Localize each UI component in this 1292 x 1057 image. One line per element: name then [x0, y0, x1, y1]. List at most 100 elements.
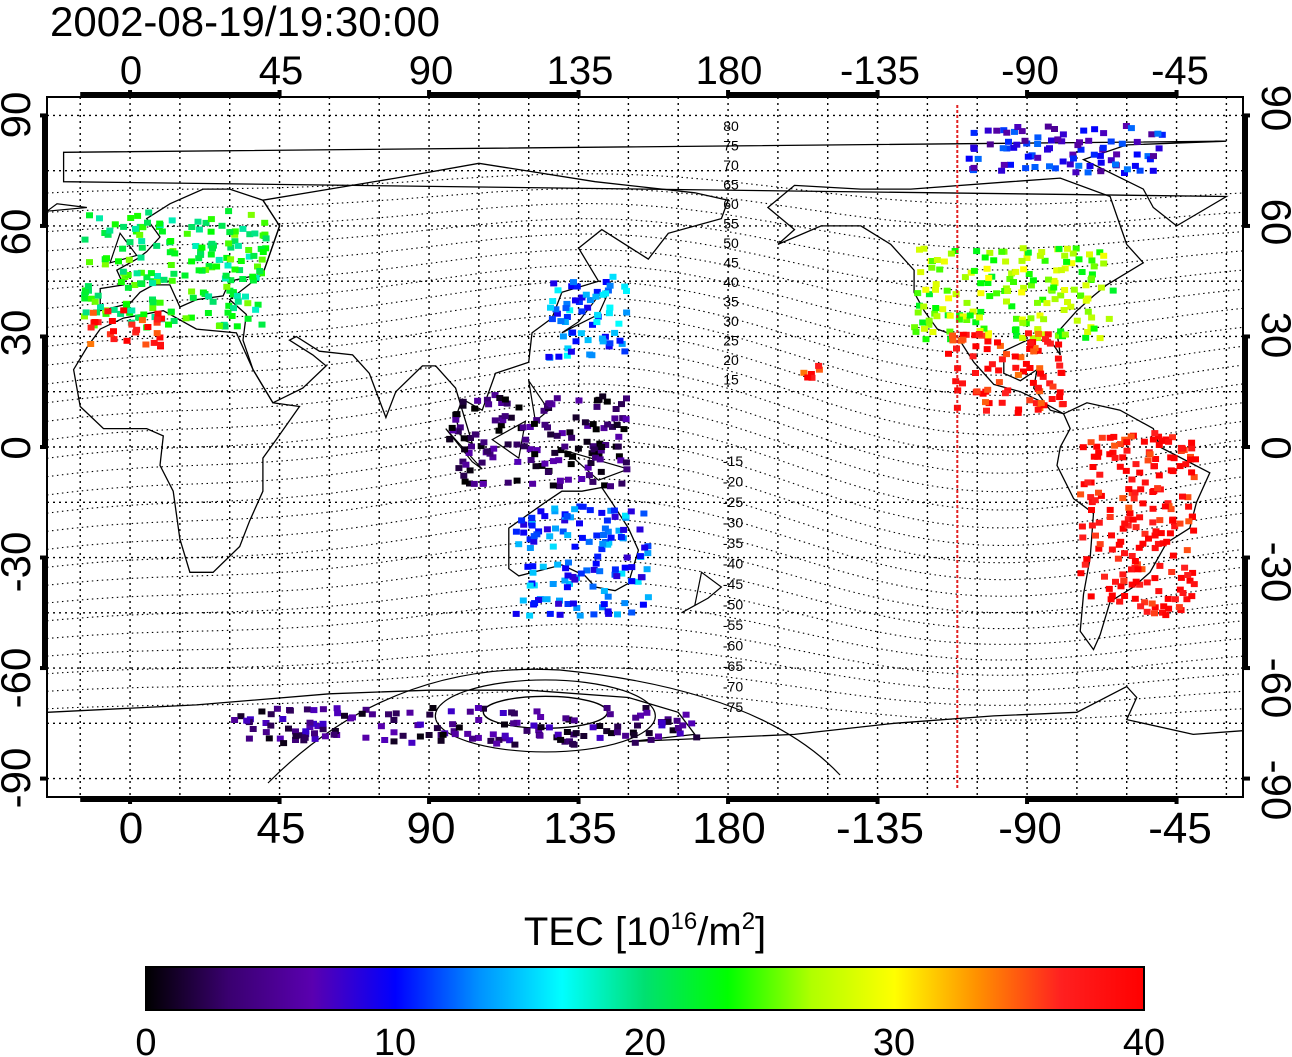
frame-tick-bars: [40, 90, 1250, 804]
tec-cell: [1107, 138, 1115, 145]
tec-cell: [306, 724, 314, 730]
tec-cell: [568, 283, 576, 290]
frame-tick: [1243, 776, 1250, 781]
tec-cell: [995, 367, 1003, 374]
tec-cell: [145, 209, 153, 216]
tec-cell: [1055, 341, 1063, 348]
tec-cell: [1024, 153, 1032, 160]
tec-cell: [1097, 159, 1105, 166]
tec-cell: [224, 262, 232, 269]
tec-cell: [1185, 518, 1193, 525]
tec-cell: [528, 522, 536, 529]
tec-cell: [1118, 140, 1126, 147]
tec-cell: [390, 717, 398, 723]
tec-cell: [945, 295, 953, 302]
tec-cell: [153, 319, 161, 326]
tec-cell: [244, 300, 252, 307]
tec-cell: [134, 212, 142, 219]
tec-cell: [204, 310, 212, 316]
tec-cell: [480, 705, 487, 712]
tec-cell: [611, 566, 619, 573]
tec-cell: [541, 421, 549, 428]
contour-label: -30: [723, 515, 743, 531]
tec-cell: [946, 312, 954, 319]
tec-cell: [1139, 500, 1147, 507]
tec-cell: [531, 451, 539, 458]
x-bottom-tick-label: -90: [998, 804, 1062, 853]
map-background: [47, 97, 1243, 797]
tec-cell: [501, 413, 509, 420]
tec-cell: [223, 283, 231, 290]
tec-cell: [231, 228, 239, 235]
tec-cell: [233, 293, 241, 299]
tec-cell: [520, 529, 528, 536]
tec-cell: [643, 566, 651, 573]
tec-cell: [1088, 314, 1096, 321]
tec-cell: [128, 321, 136, 328]
tec-cell: [149, 305, 157, 312]
tec-cell: [257, 245, 265, 252]
tec-cell: [1108, 546, 1116, 553]
tec-cell: [1110, 433, 1118, 440]
y-right-tick-label: -30: [1253, 542, 1292, 603]
y-left-tick-label: -30: [0, 532, 39, 593]
tec-cell: [1051, 296, 1059, 303]
contour-label: -50: [723, 597, 743, 613]
tec-cell: [940, 258, 948, 265]
tec-cell: [602, 442, 610, 448]
tec-cell: [466, 467, 474, 474]
tec-cell: [592, 293, 600, 300]
tec-cell: [613, 422, 621, 428]
tec-cell: [225, 240, 233, 247]
tec-cell: [566, 580, 573, 587]
tec-cell: [1185, 503, 1193, 510]
tec-cell: [600, 532, 608, 538]
tec-cell: [1055, 245, 1063, 252]
tec-cell: [571, 543, 579, 550]
tec-cell: [1013, 315, 1020, 322]
tec-cell: [986, 293, 994, 300]
tec-cell: [459, 402, 467, 409]
tec-cell: [1077, 292, 1085, 299]
tec-cell: [523, 727, 531, 734]
tec-cell: [549, 543, 557, 550]
tec-cell: [501, 396, 509, 403]
tec-cell: [1122, 467, 1130, 474]
contour-label: -35: [723, 535, 743, 551]
contour-label: -75: [723, 699, 743, 715]
frame-bar: [130, 797, 280, 802]
tec-cell: [167, 238, 175, 244]
contour-line: [46, 538, 1244, 614]
tec-cell: [1138, 566, 1146, 573]
tec-cell: [520, 443, 528, 450]
tec-cell: [584, 422, 592, 429]
tec-cell: [1051, 126, 1058, 132]
tec-cell: [237, 713, 245, 720]
tec-cell: [330, 731, 338, 738]
tec-cell: [1140, 438, 1148, 445]
tec-cell: [1152, 456, 1160, 462]
tec-cell: [1061, 287, 1069, 293]
tec-cell: [158, 315, 165, 322]
tec-cell: [985, 274, 993, 281]
tec-cell: [209, 298, 217, 305]
tec-cell: [188, 258, 196, 265]
tec-cell: [526, 424, 534, 430]
frame-bar: [728, 92, 878, 97]
tec-cell: [1086, 163, 1094, 169]
tec-cell: [1149, 436, 1157, 443]
tec-cell: [101, 261, 109, 268]
tec-cell: [573, 605, 581, 611]
tec-cell: [936, 266, 944, 273]
tec-cell: [1028, 152, 1036, 159]
tec-cell: [1131, 558, 1139, 564]
tec-cell: [574, 445, 582, 452]
tec-cell: [606, 304, 614, 311]
tec-cell: [999, 145, 1007, 152]
tec-cell: [541, 460, 549, 467]
tec-cell: [529, 569, 537, 576]
tec-cell: [501, 721, 508, 728]
tec-cell: [245, 253, 253, 260]
tec-cell: [614, 723, 622, 730]
tec-cell: [334, 710, 342, 717]
